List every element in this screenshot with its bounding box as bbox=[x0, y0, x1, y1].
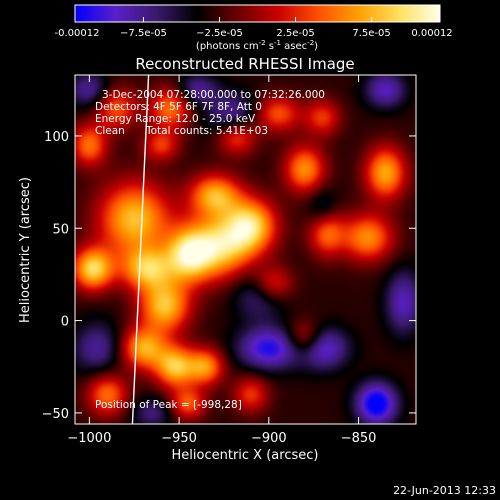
peak-position-text: Position of Peak = [-998,28] bbox=[95, 399, 242, 411]
energy-range-text: Energy Range: 12.0 - 25.0 keV bbox=[95, 113, 256, 125]
generated-timestamp: 22-Jun-2013 12:33 bbox=[393, 484, 496, 497]
detectors-text: Detectors: 4F 5F 6F 7F 8F, Att 0 bbox=[95, 101, 262, 113]
chart-title: Reconstructed RHESSI Image bbox=[135, 55, 354, 73]
y-axis-label: Heliocentric Y (arcsec) bbox=[18, 177, 33, 323]
time-range-text: 3-Dec-2004 07:28:00.000 to 07:32:26.000 bbox=[102, 89, 325, 101]
colorbar-ticks: -0.00012 −7.5e-05 −2.5e-05 2.5e-05 7.5e-05 0.… bbox=[55, 17, 453, 39]
x-tick-label: −900 bbox=[251, 431, 287, 446]
plot-frame bbox=[74, 74, 417, 425]
x-tick-label: −950 bbox=[161, 431, 197, 446]
y-axis-ticks: −50 0 50 100 bbox=[42, 130, 416, 422]
algorithm-text: Clean bbox=[95, 125, 125, 137]
x-axis-label: Heliocentric X (arcsec) bbox=[172, 448, 319, 463]
y-tick-label: 100 bbox=[44, 130, 69, 145]
y-tick-label: −50 bbox=[42, 407, 69, 422]
x-tick-label: −850 bbox=[341, 431, 377, 446]
colorbar-gradient bbox=[74, 4, 441, 23]
x-axis-ticks: −1000 −950 −900 −850 bbox=[67, 75, 376, 446]
colorbar-tick-label: 2.5e-05 bbox=[276, 28, 314, 39]
colorbar-tick-label: 7.5e-05 bbox=[352, 28, 390, 39]
total-counts-text: Total counts: 5.41E+03 bbox=[145, 125, 268, 137]
colorbar-tick-label: −7.5e-05 bbox=[120, 28, 167, 39]
solar-limb-line bbox=[131, 75, 150, 424]
observation-info: 3-Dec-2004 07:28:00.000 to 07:32:26.000 … bbox=[95, 89, 325, 137]
colorbar-units: (photons cm-2 s-1 asec-2) bbox=[196, 39, 318, 52]
y-tick-label: 0 bbox=[61, 315, 69, 330]
x-tick-label: −1000 bbox=[67, 431, 111, 446]
y-tick-label: 50 bbox=[52, 222, 69, 237]
heatmap-image bbox=[75, 75, 416, 424]
colorbar-tick-label: -0.00012 bbox=[55, 28, 100, 39]
colorbar: -0.00012 −7.5e-05 −2.5e-05 2.5e-05 7.5e-05 0.… bbox=[55, 4, 453, 52]
colorbar-tick-label: −2.5e-05 bbox=[196, 28, 243, 39]
colorbar-tick-label: 0.00012 bbox=[411, 28, 452, 39]
